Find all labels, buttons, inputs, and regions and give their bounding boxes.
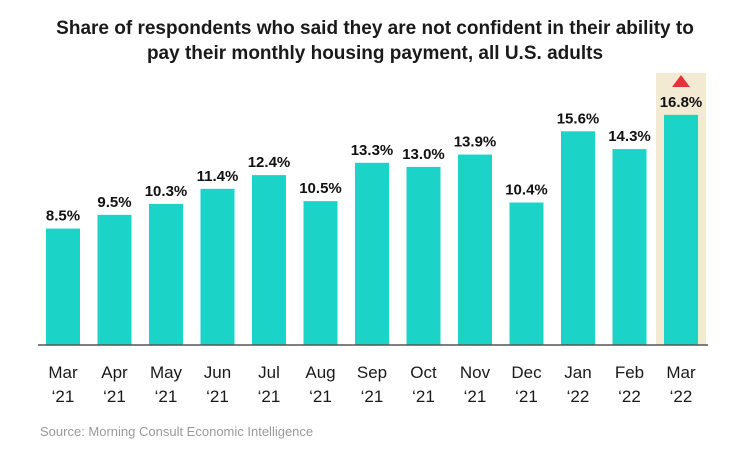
x-tick-label-year: ‘21 [103,387,126,406]
bar [355,162,389,345]
up-arrow-icon [672,75,690,87]
x-tick-label-month: Sep [357,363,387,382]
x-tick-label-year: ‘21 [258,387,281,406]
bar [612,149,647,345]
x-tick-label-month: Mar [48,363,78,382]
bar-value-label: 8.5% [46,208,80,225]
x-tick-label-month: Aug [305,363,335,382]
bar [509,202,544,345]
bar [97,214,132,345]
x-tick-label-month: Jan [564,363,591,382]
bar-value-label: 12.4% [248,154,291,171]
x-tick-label-year: ‘21 [464,387,487,406]
x-tick-label-year: ‘22 [618,387,641,406]
bar-value-label: 11.4% [197,168,239,185]
x-tick-label-month: Nov [460,363,491,382]
bar-value-label: 13.3% [351,142,394,159]
bar [458,154,492,345]
bar-value-label: 10.5% [299,180,342,197]
bar-value-label: 14.3% [608,128,651,145]
x-tick-label-year: ‘22 [567,387,590,406]
chart-title-line-2: pay their monthly housing payment, all U… [146,43,604,64]
bar-value-label: 10.4% [505,182,548,199]
x-tick-label-year: ‘21 [361,387,384,406]
x-tick-label-year: ‘21 [155,387,178,406]
x-tick-label-year: ‘21 [206,387,229,406]
bar-value-label: 13.0% [402,146,445,163]
bar [200,188,235,345]
x-tick-label-month: May [150,363,183,382]
bar [406,166,441,345]
bar-value-label: 10.3% [145,183,188,200]
x-tick-label-year: ‘21 [412,387,435,406]
x-tick-label-month: Apr [101,363,128,382]
x-tick-label-month: Oct [410,363,437,382]
bar [303,201,338,345]
x-tick-label-year: ‘21 [515,387,538,406]
x-tick-label-year: ‘22 [670,387,693,406]
x-tick-label-year: ‘21 [52,387,75,406]
bar-value-label: 13.9% [454,134,497,151]
bar [252,175,286,345]
bar-value-label: 15.6% [557,110,600,127]
x-tick-label-month: Feb [615,363,644,382]
bar-value-label: 16.8% [660,94,703,111]
chart-title-line-1: Share of respondents who said they are n… [56,18,694,39]
bar [561,131,595,345]
bar [46,228,80,345]
bar [149,203,183,345]
x-tick-label-month: Dec [511,363,542,382]
bar-value-label: 9.5% [97,194,131,211]
x-tick-label-month: Jun [204,363,231,382]
bar [664,114,698,345]
source-note: Source: Morning Consult Economic Intelli… [40,424,314,439]
x-tick-label-month: Mar [666,363,696,382]
x-tick-label-year: ‘21 [309,387,332,406]
x-tick-label-month: Jul [258,363,280,382]
chart-title: Share of respondents who said they are n… [20,16,730,66]
